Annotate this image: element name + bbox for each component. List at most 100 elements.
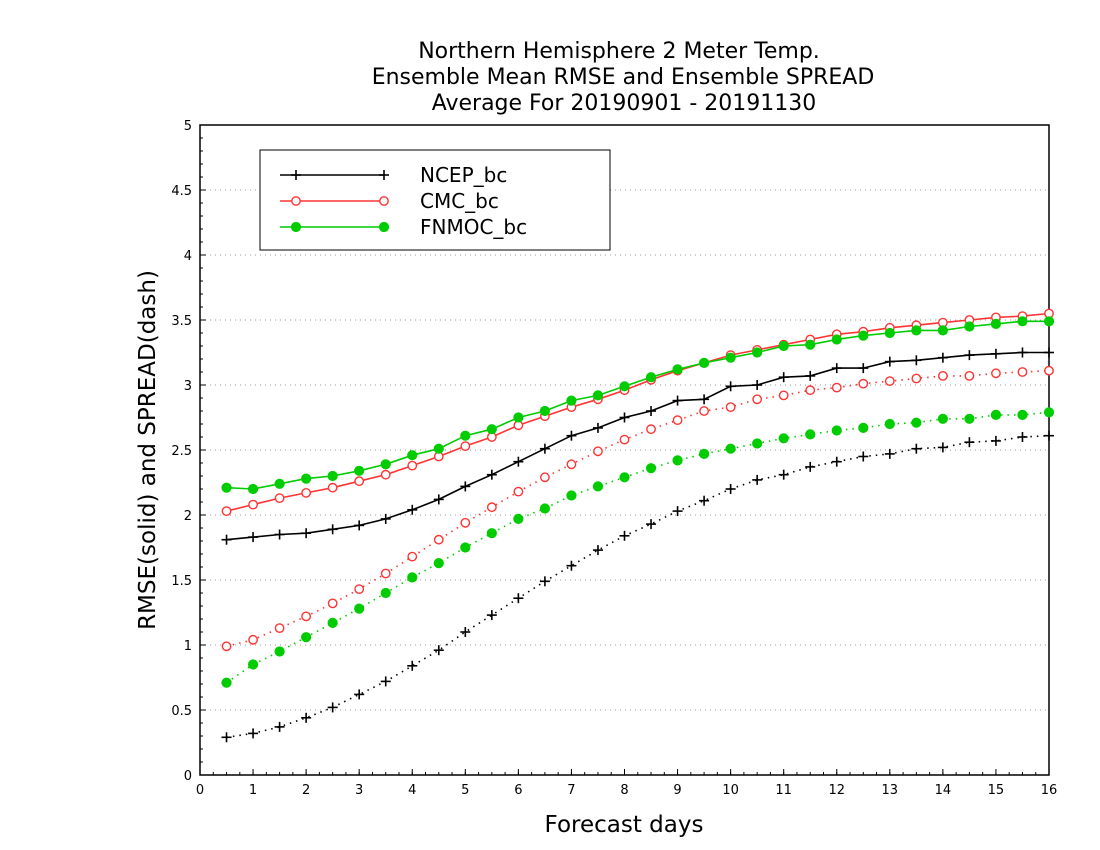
cmc-bc-spread-point — [911, 373, 922, 384]
gridlines — [200, 189, 1049, 711]
legend-label-fnmoc-bc: FNMOC_bc — [420, 215, 527, 239]
fnmoc-bc-rmse-point — [672, 364, 683, 375]
y-tick-label: 2 — [184, 509, 192, 524]
cmc-bc-spread-point — [1017, 367, 1028, 377]
fnmoc-bc-spread-point — [301, 632, 312, 643]
x-tick-label: 3 — [355, 783, 363, 798]
legend-label-ncep-bc: NCEP_bc — [420, 163, 507, 187]
cmc-bc-spread-point — [672, 415, 683, 425]
ncep-bc-rmse-point — [831, 363, 842, 374]
ncep-bc-rmse-point — [884, 356, 895, 367]
fnmoc-bc-spread-point — [725, 443, 736, 454]
ncep-bc-rmse-point — [725, 381, 736, 392]
x-tick-label: 6 — [514, 783, 522, 798]
ncep-bc-spread-point — [486, 610, 497, 621]
ncep-bc-rmse-point — [964, 350, 975, 361]
ncep-bc-spread-point — [805, 461, 816, 472]
cmc-bc-spread-point — [937, 370, 948, 381]
fnmoc-bc-spread-point — [831, 425, 842, 436]
fnmoc-bc-rmse-point — [1043, 316, 1055, 327]
legend-label-cmc-bc: CMC_bc — [420, 189, 499, 213]
ncep-bc-rmse-point — [513, 456, 524, 467]
chart-title-line-3: Average For 20190901 - 20191130 — [432, 91, 817, 116]
ncep-bc-spread-point — [911, 443, 922, 454]
fnmoc-bc-spread-point — [619, 472, 630, 483]
ncep-bc-spread-point — [592, 545, 603, 556]
fnmoc-bc-spread-point — [327, 617, 338, 629]
ncep-bc-rmse-line — [226, 351, 1049, 541]
cmc-bc-rmse-point — [221, 506, 232, 516]
ncep-bc-rmse-point — [539, 443, 550, 454]
fnmoc-bc-rmse-point — [752, 347, 763, 358]
ncep-bc-rmse-point — [274, 529, 285, 540]
cmc-bc-spread-point — [646, 424, 656, 435]
fnmoc-bc-rmse-point — [805, 339, 816, 350]
fnmoc-bc-spread-point — [858, 422, 869, 433]
ncep-bc-spread-point — [513, 593, 524, 604]
ncep-bc-rmse-series — [221, 347, 1054, 545]
ncep-bc-spread-point — [964, 437, 975, 448]
x-tick-label: 7 — [567, 783, 575, 798]
legend-marker-cmc-bc — [291, 196, 301, 206]
x-tick-label: 16 — [1041, 783, 1058, 798]
y-tick-label: 3 — [184, 379, 192, 394]
fnmoc-bc-spread-point — [539, 503, 551, 514]
legend-marker-fnmoc-bc — [378, 221, 390, 233]
fnmoc-bc-spread-point — [911, 417, 922, 428]
ncep-bc-rmse-point — [752, 380, 763, 390]
series-layer — [221, 308, 1055, 743]
legend-entry-cmc-bc: CMC_bc — [280, 189, 499, 213]
fnmoc-bc-spread-point — [964, 413, 975, 424]
y-tick-label: 4 — [184, 249, 192, 264]
ncep-bc-rmse-point — [486, 469, 497, 480]
cmc-bc-spread-point — [274, 623, 285, 633]
cmc-bc-rmse-series — [221, 308, 1054, 516]
cmc-bc-spread-point — [327, 598, 338, 609]
y-tick-label: 1 — [184, 639, 192, 654]
ncep-bc-spread-point — [778, 469, 789, 480]
fnmoc-bc-spread-point — [460, 542, 471, 553]
cmc-bc-spread-point — [725, 402, 736, 412]
cmc-bc-spread-point — [486, 502, 497, 513]
cmc-bc-spread-line — [226, 369, 1050, 648]
fnmoc-bc-spread-point — [354, 603, 365, 614]
fnmoc-bc-spread-point — [486, 528, 497, 539]
cmc-bc-spread-point — [407, 551, 418, 562]
y-tick-label: 2.5 — [171, 444, 192, 459]
y-tick-label: 1.5 — [171, 574, 192, 589]
ncep-bc-rmse-point — [407, 504, 418, 515]
ncep-bc-rmse-point — [778, 372, 789, 383]
fnmoc-bc-spread-point — [433, 558, 444, 569]
x-tick-label: 12 — [828, 783, 845, 798]
cmc-bc-spread-point — [831, 382, 842, 393]
fnmoc-bc-spread-point — [672, 455, 683, 466]
ncep-bc-spread-point — [672, 506, 683, 517]
ncep-bc-spread-point — [699, 495, 710, 506]
ncep-bc-spread-point — [380, 676, 391, 687]
cmc-bc-rmse-point — [380, 469, 391, 480]
ncep-bc-rmse-point — [619, 412, 630, 423]
ncep-bc-spread-point — [858, 451, 869, 462]
ncep-bc-spread-series — [221, 430, 1054, 743]
fnmoc-bc-rmse-point — [327, 470, 338, 482]
cmc-bc-spread-point — [884, 376, 895, 386]
ncep-bc-rmse-point — [380, 513, 391, 524]
ncep-bc-spread-point — [221, 732, 232, 743]
ncep-bc-spread-point — [752, 474, 763, 485]
fnmoc-bc-spread-point — [592, 481, 604, 492]
chart-title: Northern Hemisphere 2 Meter Temp. Ensemb… — [372, 39, 875, 116]
fnmoc-bc-rmse-point — [1017, 316, 1028, 327]
cmc-bc-spread-point — [513, 486, 524, 497]
fnmoc-bc-rmse-point — [380, 459, 391, 470]
fnmoc-bc-spread-point — [937, 413, 948, 424]
y-tick-label: 4.5 — [171, 184, 192, 199]
fnmoc-bc-rmse-point — [778, 340, 789, 352]
cmc-bc-spread-point — [433, 534, 444, 545]
ncep-bc-spread-point — [539, 576, 550, 587]
cmc-bc-rmse-line — [226, 312, 1050, 512]
ncep-bc-rmse-point — [805, 370, 816, 381]
x-tick-label: 14 — [935, 783, 952, 798]
chart-title-line-1: Northern Hemisphere 2 Meter Temp. — [418, 39, 820, 64]
